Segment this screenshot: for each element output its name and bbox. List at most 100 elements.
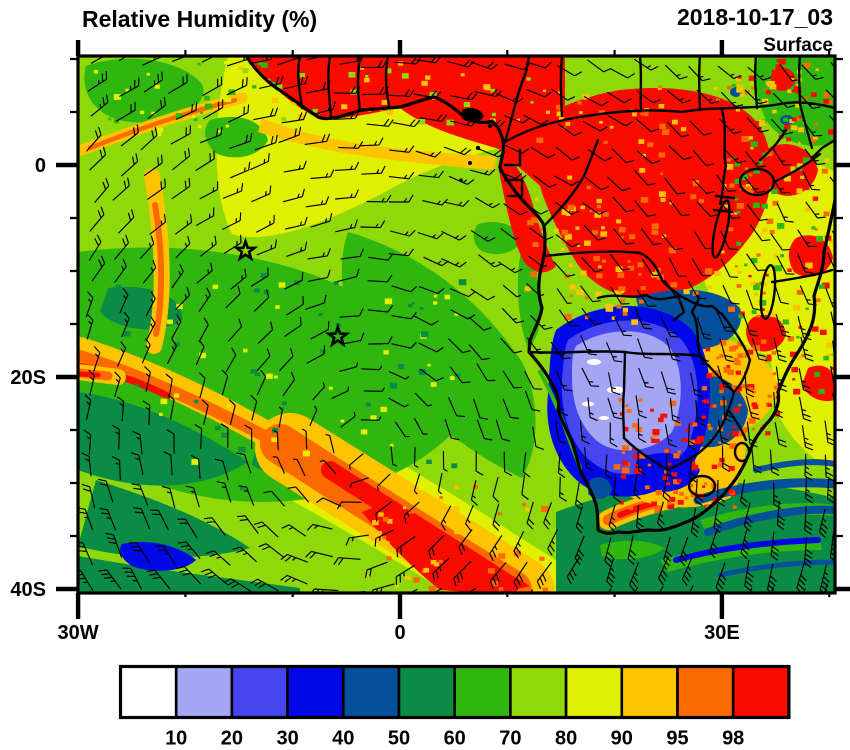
raster-speckle — [603, 140, 608, 144]
raster-speckle — [567, 204, 575, 210]
raster-speckle — [818, 284, 825, 289]
raster-speckle — [302, 450, 310, 457]
raster-speckle — [584, 240, 591, 246]
raster-speckle — [745, 186, 751, 192]
raster-speckle — [711, 464, 718, 469]
raster-speckle — [134, 428, 142, 434]
raster-speckle — [227, 404, 231, 407]
raster-speckle — [772, 109, 777, 114]
raster-speckle — [408, 508, 415, 514]
raster-speckle — [651, 223, 659, 229]
colorbar-tick-label: 30 — [276, 728, 298, 750]
raster-speckle — [796, 163, 803, 169]
raster-speckle — [717, 462, 724, 468]
raster-speckle — [666, 482, 671, 486]
raster-speckle — [113, 94, 121, 100]
raster-speckle — [215, 425, 221, 431]
raster-speckle — [628, 505, 634, 510]
raster-speckle — [395, 585, 399, 588]
raster-speckle — [561, 247, 565, 251]
raster-speckle — [651, 229, 659, 235]
raster-speckle — [760, 385, 767, 391]
raster-speckle — [240, 486, 245, 491]
raster-speckle — [738, 313, 745, 319]
raster-speckle — [823, 211, 830, 217]
raster-speckle — [135, 383, 140, 386]
raster-speckle — [243, 348, 248, 353]
raster-speckle — [795, 102, 801, 108]
raster-speckle — [662, 129, 670, 135]
raster-speckle — [732, 505, 737, 509]
raster-speckle — [707, 285, 712, 290]
island-dot — [468, 161, 472, 165]
raster-speckle — [756, 253, 761, 257]
geography — [244, 56, 835, 535]
raster-speckle — [737, 84, 744, 90]
raster-speckle — [155, 131, 162, 137]
raster-speckle — [669, 497, 676, 502]
raster-speckle — [434, 562, 440, 567]
raster-speckle — [397, 364, 404, 369]
raster-speckle — [794, 86, 802, 93]
raster-speckle — [576, 289, 584, 296]
raster-speckle — [451, 463, 458, 469]
x-axis-tick-label: 30W — [58, 622, 99, 644]
raster-speckle — [805, 307, 809, 311]
raster-speckle — [820, 329, 827, 335]
raster-speckle — [737, 341, 744, 347]
raster-speckle — [734, 162, 740, 167]
raster-speckle — [274, 375, 278, 379]
raster-speckle — [224, 61, 229, 65]
raster-speckle — [605, 305, 614, 312]
raster-speckle — [423, 567, 430, 573]
raster-speckle — [664, 470, 669, 474]
raster-speckle — [428, 585, 433, 589]
raster-speckle — [748, 418, 756, 424]
raster-speckle — [565, 122, 571, 126]
raster-speckle — [651, 438, 657, 443]
raster-speckle — [798, 115, 802, 119]
raster-speckle — [731, 431, 739, 437]
raster-speckle — [805, 207, 811, 212]
raster-speckle — [747, 384, 755, 390]
raster-speckle — [576, 244, 580, 247]
raster-speckle — [530, 217, 539, 224]
colorbar-tick-label: 60 — [444, 728, 466, 750]
raster-speckle — [498, 553, 506, 559]
raster-speckle — [261, 62, 268, 68]
raster-speckle — [658, 191, 666, 197]
raster-speckle — [159, 412, 163, 416]
raster-speckle — [275, 305, 280, 309]
raster-speckle — [726, 364, 731, 368]
raster-speckle — [378, 531, 382, 535]
valid-datetime: 2018-10-17_03 — [677, 4, 833, 30]
raster-speckle — [430, 382, 437, 387]
raster-speckle — [238, 446, 246, 453]
raster-speckle — [312, 108, 318, 114]
raster-speckle — [564, 233, 572, 240]
raster-speckle — [225, 97, 232, 103]
raster-speckle — [727, 158, 731, 162]
raster-speckle — [774, 385, 780, 390]
raster-speckle — [689, 439, 696, 445]
raster-speckle — [360, 429, 368, 435]
y-axis-tick-label: 0 — [35, 155, 46, 177]
raster-speckle — [421, 331, 429, 338]
raster-speckle — [752, 390, 756, 394]
raster-speckle — [609, 125, 614, 129]
raster-speckle — [815, 298, 821, 303]
raster-speckle — [197, 125, 202, 129]
raster-speckle — [298, 114, 306, 121]
raster-speckle — [736, 241, 741, 246]
raster-speckle — [767, 394, 772, 398]
raster-speckle — [736, 203, 744, 209]
raster-speckle — [753, 292, 759, 297]
raster-speckle — [740, 311, 745, 316]
colorbar-tick-label: 10 — [165, 728, 187, 750]
raster-speckle — [629, 234, 636, 240]
raster-speckle — [632, 423, 638, 428]
raster-speckle — [618, 398, 624, 403]
raster-speckle — [631, 319, 638, 325]
raster-speckle — [685, 428, 690, 432]
raster-speckle — [737, 75, 742, 79]
